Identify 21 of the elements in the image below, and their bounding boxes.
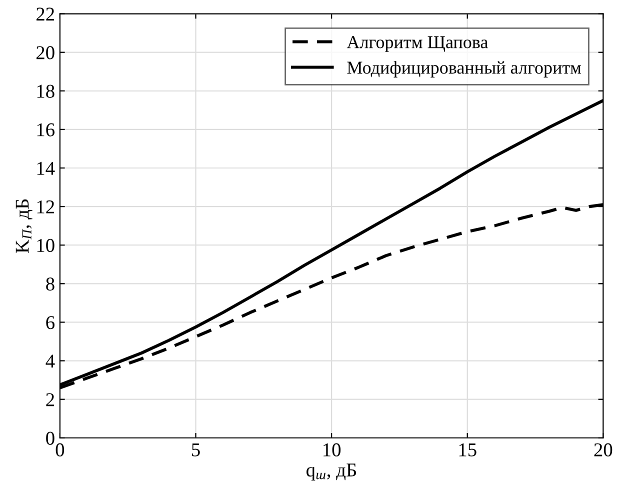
y-axis-title: K$_{П}$, дБ <box>16 199 32 253</box>
x-tick-label: 10 <box>324 443 341 456</box>
legend-label: Алгоритм Щапова <box>346 36 488 52</box>
y-tick-label: 14 <box>37 162 55 175</box>
y-tick-label: 8 <box>46 277 54 291</box>
x-tick-label: 0 <box>56 443 64 456</box>
y-tick-label: 0 <box>46 432 54 445</box>
y-tick-label: 18 <box>37 84 54 98</box>
x-tick-label: 15 <box>459 443 476 456</box>
x-tick-label: 20 <box>594 443 612 456</box>
x-tick-label: 5 <box>192 444 200 456</box>
legend-label: Модифицированный алгоритм <box>347 61 582 78</box>
y-tick-label: 2 <box>46 393 54 406</box>
y-tick-label: 10 <box>37 238 54 252</box>
y-tick-label: 22 <box>36 8 54 21</box>
x-axis-title: q$_{ш}$, дБ <box>306 464 356 481</box>
y-tick-label: 20 <box>36 46 54 60</box>
y-tick-label: 6 <box>46 316 55 330</box>
y-tick-label: 16 <box>37 123 55 136</box>
y-tick-label: 12 <box>37 200 54 214</box>
y-tick-label: 4 <box>46 354 55 368</box>
